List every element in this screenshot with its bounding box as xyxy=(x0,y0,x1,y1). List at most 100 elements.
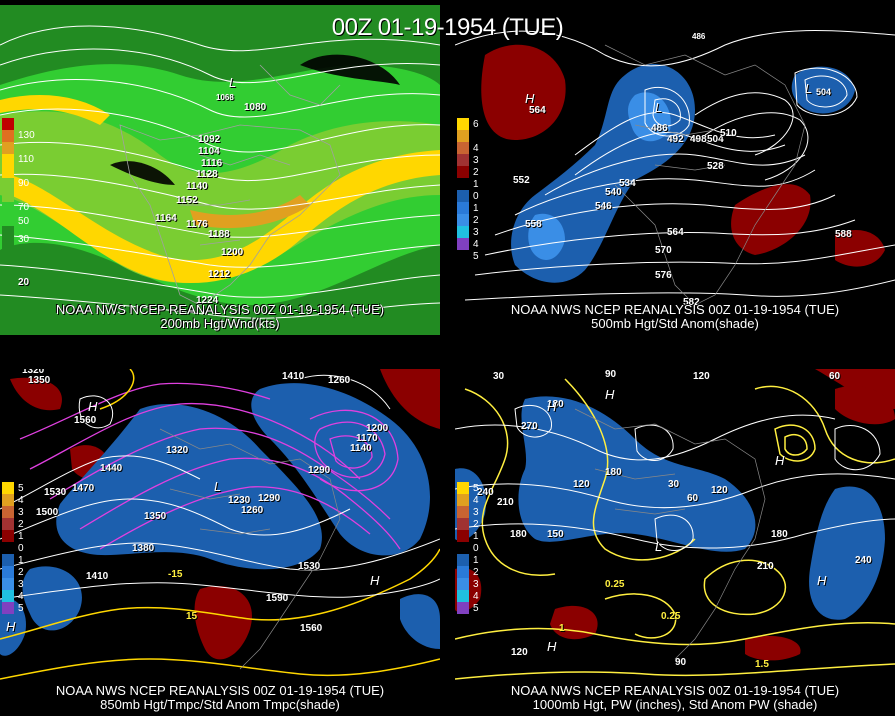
contour-label: 1590 xyxy=(266,593,289,604)
temp-label: -15 xyxy=(168,569,183,580)
contour-label: 90 xyxy=(605,369,617,380)
legend-label: 2 xyxy=(18,519,24,530)
contour-label: 1152 xyxy=(176,195,198,206)
legend-label: 30 xyxy=(18,234,30,245)
map-500mb xyxy=(455,5,895,335)
contour-label: 1290 xyxy=(308,465,331,476)
legend-label: 1 xyxy=(18,555,24,566)
contour-label: 180 xyxy=(510,529,527,540)
legend-label: 2 xyxy=(473,519,479,530)
contour-label: 1530 xyxy=(44,487,67,498)
panel-1000mb: 5 4 3 2 1 0 1 2 3 4 5 30 90 120 180 H 27… xyxy=(455,369,895,716)
contour-label: 1224 xyxy=(196,295,219,306)
contour-label: 528 xyxy=(707,161,724,172)
legend-label: 2 xyxy=(473,215,479,226)
pw-label: 0.25 xyxy=(661,611,681,622)
contour-label: 1350 xyxy=(28,375,51,386)
legend-label: 0 xyxy=(18,543,24,554)
contour-label: 210 xyxy=(497,497,514,508)
legend-label: 3 xyxy=(473,227,479,238)
contour-label: 1380 xyxy=(132,543,155,554)
contour-label: 60 xyxy=(687,493,699,504)
legend-label: 130 xyxy=(18,130,35,141)
panel-caption-line1: NOAA NWS NCEP REANALYSIS 00Z 01-19-1954 … xyxy=(55,302,385,317)
contour-label: 180 xyxy=(547,399,564,410)
legend-label: 5 xyxy=(473,603,479,614)
contour-label: 486 xyxy=(692,32,706,41)
legend-label: 4 xyxy=(18,495,24,506)
legend-label: 4 xyxy=(473,591,479,602)
panel-500mb: 6 4 3 2 1 0 1 2 3 4 5 H 564 L 486 492 49… xyxy=(455,5,895,335)
contour-label: 120 xyxy=(511,647,528,658)
high-marker: H xyxy=(547,639,557,654)
high-marker: H xyxy=(370,573,380,588)
legend-label: 5 xyxy=(18,603,24,614)
contour-label: 1116 xyxy=(201,158,223,169)
legend-label: 2 xyxy=(473,167,479,178)
legend-label: 1 xyxy=(473,203,479,214)
contour-label: 492 xyxy=(667,134,684,145)
pw-label: 0.25 xyxy=(605,579,625,590)
low-marker: L xyxy=(655,539,663,554)
low-marker: L xyxy=(229,75,237,90)
low-marker: L xyxy=(655,100,663,115)
contour-label: 120 xyxy=(573,479,590,490)
contour-label: 558 xyxy=(525,219,542,230)
contour-label: 1200 xyxy=(221,247,244,258)
contour-label: 540 xyxy=(605,187,622,198)
low-marker: L xyxy=(214,479,222,494)
contour-label: 570 xyxy=(655,245,672,256)
contour-label: 510 xyxy=(720,128,737,139)
panel-850mb: 5 4 3 2 1 0 1 2 3 4 5 1320 1350 H 1560 1… xyxy=(0,369,440,716)
map-200mb xyxy=(0,5,440,335)
legend-200mb: 130 110 90 70 50 30 xyxy=(2,118,35,250)
legend-label: 2 xyxy=(18,567,24,578)
legend-label: 110 xyxy=(18,154,34,165)
contour-label: 240 xyxy=(855,555,872,566)
legend-label: 5 xyxy=(473,483,479,494)
contour-label: 30 xyxy=(493,371,505,382)
contour-label: 1068 xyxy=(216,93,234,102)
legend-1000mb: 5 4 3 2 1 0 1 2 3 4 5 xyxy=(457,482,479,614)
contour-label: 1104 xyxy=(198,146,220,157)
legend-label: 1 xyxy=(18,531,24,542)
contour-label: 1260 xyxy=(328,375,351,386)
contour-label: 1200 xyxy=(366,423,389,434)
contour-label: 1440 xyxy=(100,463,123,474)
legend-label: 4 xyxy=(473,143,479,154)
legend-label: 5 xyxy=(18,483,24,494)
legend-label: 4 xyxy=(473,239,479,250)
contour-label: 582 xyxy=(683,297,700,308)
legend-500mb: 6 4 3 2 1 0 1 2 3 4 5 xyxy=(457,118,479,262)
contour-label: 564 xyxy=(529,105,546,116)
panel-caption-line2: 500mb Hgt/Std Anom(shade) xyxy=(591,316,759,331)
high-marker: H xyxy=(6,619,16,634)
contour-label: 546 xyxy=(595,201,612,212)
panel-caption-line2: 200mb Hgt/Wnd(kts) xyxy=(160,316,280,331)
legend-label: 3 xyxy=(473,155,479,166)
contour-label: 90 xyxy=(675,657,687,668)
panel-200mb: 130 110 90 70 50 30 1080 1092 1104 1116 … xyxy=(0,5,440,335)
contour-label: 576 xyxy=(655,270,672,281)
contour-label: 1230 xyxy=(228,495,251,506)
contour-label: 150 xyxy=(547,529,564,540)
contour-label: 120 xyxy=(693,371,710,382)
contour-label: 180 xyxy=(771,529,788,540)
contour-label: 534 xyxy=(619,178,636,189)
contour-label: 240 xyxy=(477,487,494,498)
contour-label: 1140 xyxy=(186,181,208,192)
high-marker: H xyxy=(605,387,615,402)
contour-label: 486 xyxy=(651,123,668,134)
contour-label: 1092 xyxy=(198,134,221,145)
high-marker: H xyxy=(88,399,98,414)
panel-caption-line2: 850mb Hgt/Tmpc/Std Anom Tmpc(shade) xyxy=(100,697,340,712)
contour-label: 30 xyxy=(668,479,680,490)
contour-label: 1080 xyxy=(244,102,267,113)
contour-label: 270 xyxy=(521,421,538,432)
contour-label: 1320 xyxy=(166,445,189,456)
contour-label: 1500 xyxy=(36,507,59,518)
contour-label: 120 xyxy=(711,485,728,496)
contour-label: 1530 xyxy=(298,561,321,572)
legend-label: 3 xyxy=(473,507,479,518)
legend-label: 3 xyxy=(18,579,24,590)
